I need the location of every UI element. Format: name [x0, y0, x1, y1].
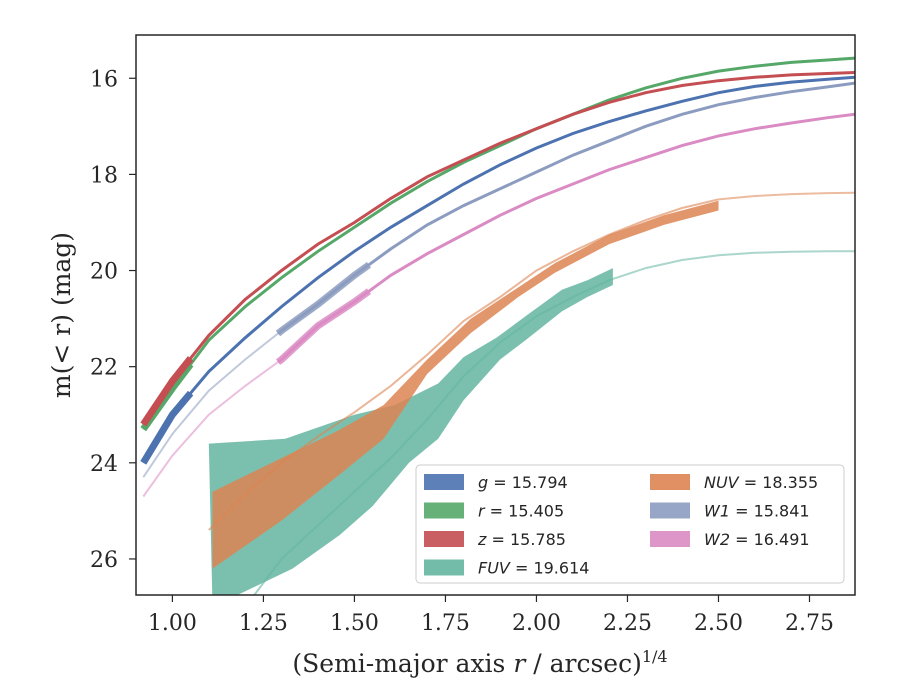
- series-w1: [142, 81, 855, 478]
- legend-item-r: r = 15.405: [424, 502, 564, 521]
- series-fuv-extrapolation: [612, 250, 855, 280]
- legend-swatch: [650, 502, 690, 519]
- legend-label: z = 15.785: [477, 530, 566, 549]
- series-nuv: [208, 191, 855, 569]
- x-tick-label: 1.50: [330, 611, 379, 636]
- y-axis-label: m(< r) (mag): [47, 232, 76, 398]
- y-tick-label: 20: [90, 260, 118, 285]
- x-tick-label: 1.25: [239, 611, 288, 636]
- series-w2-band: [275, 288, 372, 365]
- series-nuv-extrapolation: [718, 191, 855, 201]
- legend-swatch: [424, 531, 464, 547]
- series-z-line: [142, 71, 855, 426]
- series-g-line: [142, 75, 855, 464]
- y-tick-label: 16: [90, 67, 118, 92]
- legend-label: g = 15.794: [478, 473, 568, 492]
- series-r: [140, 56, 855, 432]
- legend-item-g: g = 15.794: [424, 473, 568, 492]
- legend-item-w1: W1 = 15.841: [650, 502, 810, 521]
- axes-frame: [135, 34, 856, 596]
- legend-label: r = 15.405: [478, 502, 564, 521]
- legend-swatch: [424, 559, 464, 576]
- series-w2-faint: [142, 361, 279, 498]
- series-r-line: [142, 56, 855, 431]
- legend-label: W1 = 15.841: [704, 502, 810, 521]
- x-tick-label: 2.00: [512, 611, 561, 636]
- series-fuv: [208, 250, 855, 595]
- legend-swatch: [650, 531, 690, 547]
- legend: g = 15.794 r = 15.405 z = 15.785 FUV = 19.6…: [415, 464, 845, 584]
- x-tick-label: 1.75: [421, 611, 470, 636]
- x-axis: 1.00 1.25 1.50 1.75 2.00 2.25 2.50 2.75: [148, 595, 834, 636]
- series-nuv-line: [208, 198, 719, 531]
- legend-box: [415, 464, 845, 584]
- legend-label: FUV = 19.614: [478, 559, 589, 578]
- series-fuv-band: [208, 268, 613, 595]
- y-tick-label: 22: [90, 356, 118, 381]
- x-axis-label: (Semi-major axis r / arcsec)1/4: [292, 647, 667, 678]
- series-w2: [142, 112, 855, 498]
- legend-swatch: [424, 502, 464, 519]
- series-z-band: [140, 356, 194, 427]
- series-g: [140, 75, 855, 465]
- y-tick-label: 18: [90, 163, 118, 188]
- legend-label: W2 = 16.491: [704, 530, 810, 549]
- legend-item-z: z = 15.785: [424, 530, 566, 549]
- x-tick-label: 1.00: [148, 611, 197, 636]
- series-g-band: [140, 390, 194, 465]
- y-axis: 16 18 20 22 24 26: [90, 67, 136, 573]
- legend-label: NUV = 18.355: [704, 473, 818, 492]
- series-fuv-line: [253, 277, 614, 595]
- series-nuv-band: [212, 200, 719, 569]
- x-tick-label: 2.25: [603, 611, 652, 636]
- x-tick-label: 2.50: [694, 611, 743, 636]
- y-tick-label: 26: [90, 548, 118, 573]
- series-w1-band: [275, 261, 372, 337]
- legend-swatch: [650, 474, 690, 490]
- legend-item-fuv: FUV = 19.614: [424, 559, 589, 578]
- series-z: [140, 71, 855, 427]
- legend-item-nuv: NUV = 18.355: [650, 473, 818, 492]
- y-tick-label: 24: [90, 452, 118, 477]
- series-w1-faint: [142, 332, 279, 478]
- legend-item-w2: W2 = 16.491: [650, 530, 810, 549]
- plot-area: [140, 56, 855, 595]
- x-tick-label: 2.75: [785, 611, 834, 636]
- series-w2-line: [277, 112, 855, 364]
- legend-swatch: [424, 474, 464, 490]
